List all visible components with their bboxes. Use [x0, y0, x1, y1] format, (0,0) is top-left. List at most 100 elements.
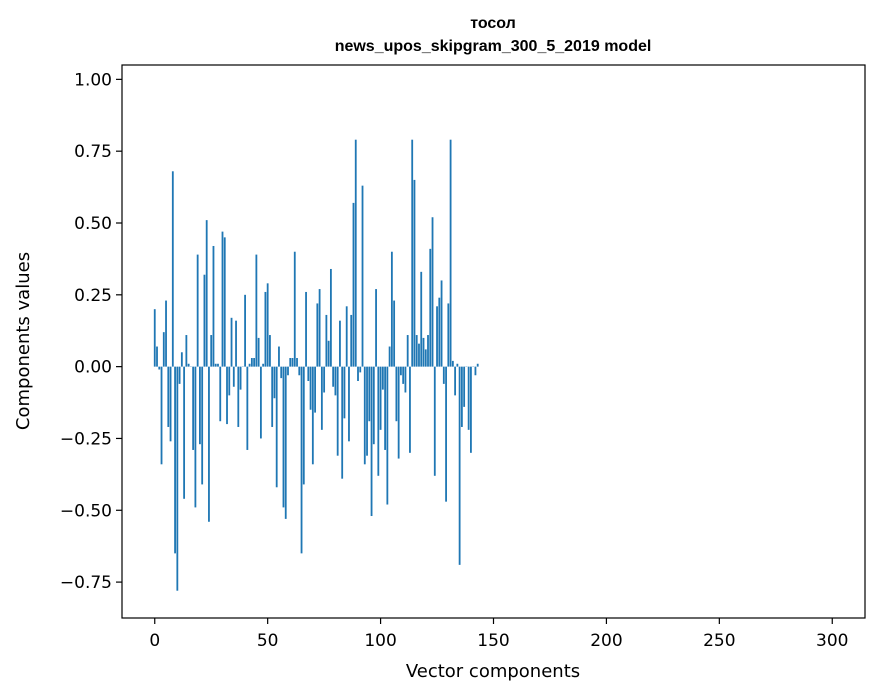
bar-component-23 — [205, 220, 208, 367]
bar-component-83 — [341, 366, 344, 479]
bar-component-53 — [273, 366, 276, 399]
bar-component-54 — [275, 366, 278, 488]
bar-component-10 — [176, 366, 179, 591]
bar-component-58 — [284, 366, 287, 519]
bar-component-110 — [402, 366, 405, 384]
bar-component-47 — [259, 366, 262, 439]
bar-component-11 — [178, 366, 181, 384]
bar-component-95 — [368, 366, 371, 422]
bar-component-94 — [366, 366, 368, 456]
bar-component-65 — [300, 366, 303, 554]
bar-component-33 — [228, 366, 231, 396]
bar-component-20 — [199, 366, 201, 445]
bar-component-139 — [467, 366, 470, 430]
bar-component-134 — [456, 363, 459, 367]
bar-component-27 — [214, 363, 217, 367]
bar-component-137 — [463, 366, 466, 407]
bar-component-86 — [348, 366, 350, 442]
x-tick-label: 100 — [364, 631, 396, 651]
bar-component-59 — [287, 366, 289, 376]
bar-component-130 — [447, 303, 450, 367]
bar-component-84 — [343, 366, 346, 419]
bar-component-57 — [282, 366, 285, 508]
bar-component-5 — [165, 300, 167, 367]
bar-component-109 — [400, 366, 402, 376]
bar-component-72 — [316, 303, 319, 367]
bar-component-108 — [397, 366, 400, 459]
bar-series — [153, 139, 479, 591]
bar-component-114 — [411, 139, 414, 367]
bar-component-112 — [406, 335, 409, 367]
bar-component-101 — [381, 366, 384, 390]
bar-component-120 — [424, 349, 427, 367]
bar-component-34 — [230, 317, 233, 367]
bar-component-0 — [153, 309, 156, 367]
y-tick-label: 0.75 — [74, 142, 112, 162]
x-tick-label: 150 — [477, 631, 509, 651]
bar-component-104 — [388, 346, 391, 367]
bar-component-136 — [460, 366, 463, 427]
bar-component-35 — [232, 366, 235, 387]
bar-component-7 — [169, 366, 172, 442]
bar-component-21 — [201, 366, 204, 485]
bar-component-48 — [262, 363, 265, 367]
bar-component-131 — [449, 139, 452, 367]
bar-component-102 — [384, 366, 387, 450]
bar-component-127 — [440, 280, 443, 367]
bar-component-4 — [162, 332, 165, 367]
bar-component-12 — [180, 352, 183, 367]
bar-component-89 — [354, 139, 357, 367]
bar-component-142 — [474, 366, 477, 376]
bar-component-121 — [427, 335, 429, 367]
y-tick-label: −0.50 — [60, 501, 112, 521]
bar-component-77 — [327, 340, 330, 367]
bar-component-25 — [210, 335, 213, 367]
bar-component-81 — [336, 366, 339, 456]
bar-component-70 — [311, 366, 314, 465]
bar-component-51 — [269, 335, 271, 367]
bar-component-40 — [244, 294, 246, 367]
bar-component-67 — [305, 291, 307, 367]
bar-component-9 — [174, 366, 176, 554]
bar-component-126 — [438, 297, 441, 367]
bar-component-64 — [298, 366, 301, 376]
bar-component-49 — [264, 291, 267, 367]
bar-component-74 — [320, 366, 323, 430]
bar-component-29 — [219, 366, 222, 422]
plot-area-frame — [121, 64, 866, 619]
chart-title-line-2: news_upos_skipgram_300_5_2019 model — [335, 38, 652, 55]
bar-component-2 — [158, 366, 161, 370]
bar-component-79 — [332, 366, 335, 387]
bar-component-52 — [271, 366, 274, 427]
bar-component-46 — [257, 337, 260, 367]
bar-component-125 — [436, 306, 438, 367]
bar-component-45 — [255, 254, 258, 367]
bar-component-36 — [235, 320, 237, 367]
bar-component-38 — [239, 366, 242, 390]
y-axis-ticks: −0.75 −0.50 −0.25 0.00 0.25 0.50 0.75 1.00 — [60, 70, 122, 593]
bar-component-13 — [183, 366, 186, 499]
y-tick-label: −0.25 — [60, 429, 112, 449]
bar-component-116 — [415, 335, 418, 367]
bar-component-32 — [226, 366, 228, 425]
bar-component-113 — [409, 366, 411, 453]
bar-component-26 — [212, 245, 215, 367]
y-tick-label: 0.25 — [74, 286, 112, 306]
bar-component-22 — [203, 274, 206, 367]
bar-component-122 — [429, 248, 432, 367]
bar-component-99 — [377, 366, 380, 476]
bar-component-44 — [253, 358, 256, 367]
bar-component-140 — [470, 366, 472, 453]
bar-component-105 — [390, 251, 393, 367]
bar-component-1 — [156, 346, 158, 367]
bar-component-124 — [433, 366, 436, 476]
bar-component-85 — [345, 306, 348, 367]
bar-component-97 — [372, 366, 375, 445]
bar-component-91 — [359, 366, 362, 373]
bar-component-93 — [363, 366, 366, 465]
bar-component-78 — [329, 268, 332, 367]
chart-title-line-1: тосол — [470, 15, 516, 32]
x-axis-label: Vector components — [406, 661, 580, 682]
bar-component-76 — [325, 314, 328, 367]
